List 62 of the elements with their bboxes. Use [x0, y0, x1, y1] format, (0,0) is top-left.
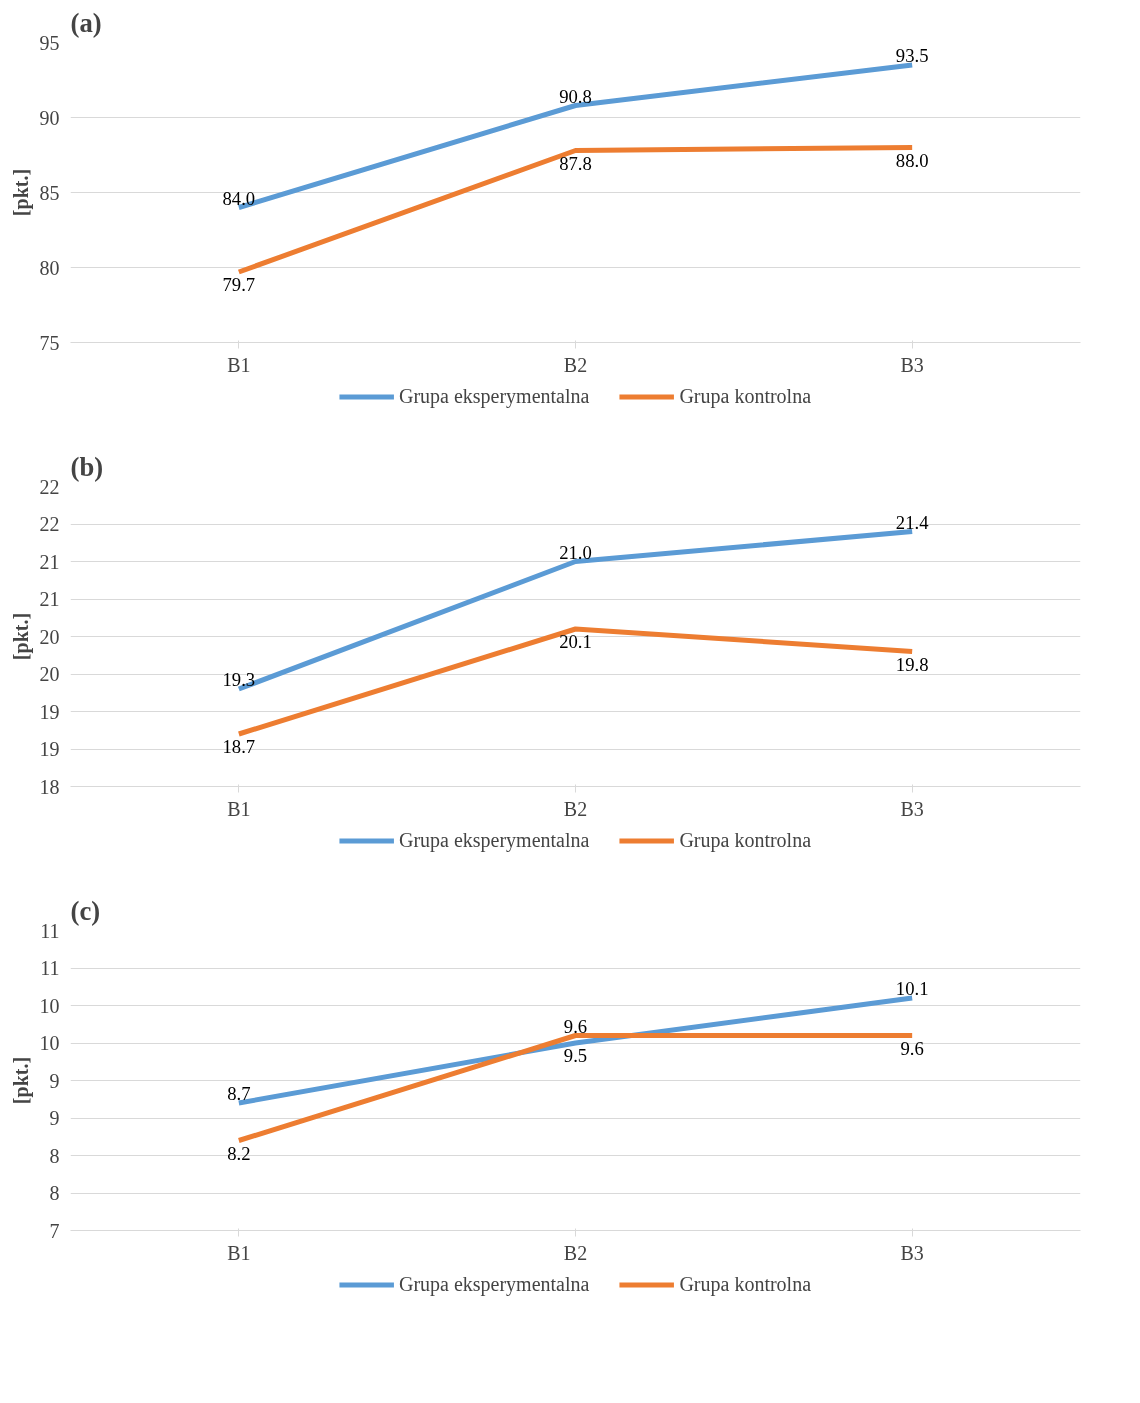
data-label: 10.1 [895, 978, 929, 999]
y-tick-label: 11 [40, 919, 60, 942]
data-label: 84.0 [222, 187, 256, 209]
legend-label: Grupa kontrolna [679, 1272, 812, 1296]
y-axis-title: [pkt.] [9, 612, 33, 661]
y-tick-label: 20 [39, 663, 60, 685]
legend-label: Grupa eksperymentalna [398, 828, 590, 852]
data-label: 19.8 [895, 653, 929, 675]
legend-label: Grupa kontrolna [679, 384, 812, 408]
y-tick-label: 19 [39, 700, 60, 723]
y-tick-label: 80 [39, 256, 60, 279]
y-tick-label: 21 [39, 588, 60, 610]
data-label: 21.4 [895, 511, 930, 533]
y-tick-label: 18 [39, 775, 60, 798]
data-label: 79.7 [222, 274, 256, 295]
y-tick-label: 90 [39, 106, 60, 129]
x-tick-label: B1 [227, 353, 251, 376]
data-label: 88.0 [895, 149, 929, 171]
y-tick-label: 9 [49, 1069, 60, 1092]
y-tick-label: 85 [39, 181, 60, 204]
x-tick-label: B3 [900, 797, 924, 820]
data-label: 90.8 [559, 85, 592, 107]
y-tick-label: 11 [40, 957, 60, 979]
x-tick-label: B2 [563, 1241, 588, 1264]
chart-title: (b) [70, 451, 104, 482]
data-label: 18.7 [222, 736, 256, 757]
data-label: 9.5 [563, 1045, 588, 1066]
x-tick-label: B1 [227, 1241, 251, 1264]
data-label: 87.8 [559, 152, 592, 174]
y-tick-label: 22 [39, 475, 60, 498]
y-tick-label: 9 [49, 1107, 60, 1129]
y-tick-label: 8 [49, 1182, 60, 1204]
legend-label: Grupa eksperymentalna [398, 1272, 590, 1296]
chart-title: (c) [70, 895, 101, 926]
y-tick-label: 20 [39, 625, 60, 648]
y-tick-label: 7 [49, 1219, 60, 1242]
y-tick-label: 10 [39, 1032, 60, 1054]
x-tick-label: B2 [563, 353, 588, 376]
data-label: 8.2 [227, 1142, 251, 1164]
data-label: 8.7 [227, 1083, 251, 1104]
data-label: 19.3 [222, 669, 256, 690]
data-label: 9.6 [563, 1015, 588, 1037]
chart-title: (a) [70, 7, 102, 38]
x-tick-label: B2 [563, 797, 588, 820]
y-axis-title: [pkt.] [9, 1056, 33, 1105]
x-tick-label: B1 [227, 797, 251, 820]
y-axis-title: [pkt.] [9, 168, 33, 217]
x-tick-label: B3 [900, 353, 924, 376]
y-tick-label: 10 [39, 994, 60, 1017]
y-tick-label: 95 [39, 31, 60, 54]
y-tick-label: 75 [39, 331, 60, 354]
data-label: 20.1 [559, 631, 592, 652]
legend-label: Grupa eksperymentalna [398, 384, 590, 408]
data-label: 21.0 [559, 541, 592, 563]
data-label: 9.6 [900, 1037, 924, 1059]
y-tick-label: 21 [39, 550, 60, 573]
y-tick-label: 19 [39, 738, 60, 760]
y-tick-label: 8 [49, 1144, 60, 1167]
y-tick-label: 22 [39, 513, 60, 535]
data-label: 93.5 [895, 45, 929, 66]
legend-label: Grupa kontrolna [679, 828, 812, 852]
x-tick-label: B3 [900, 1241, 924, 1264]
